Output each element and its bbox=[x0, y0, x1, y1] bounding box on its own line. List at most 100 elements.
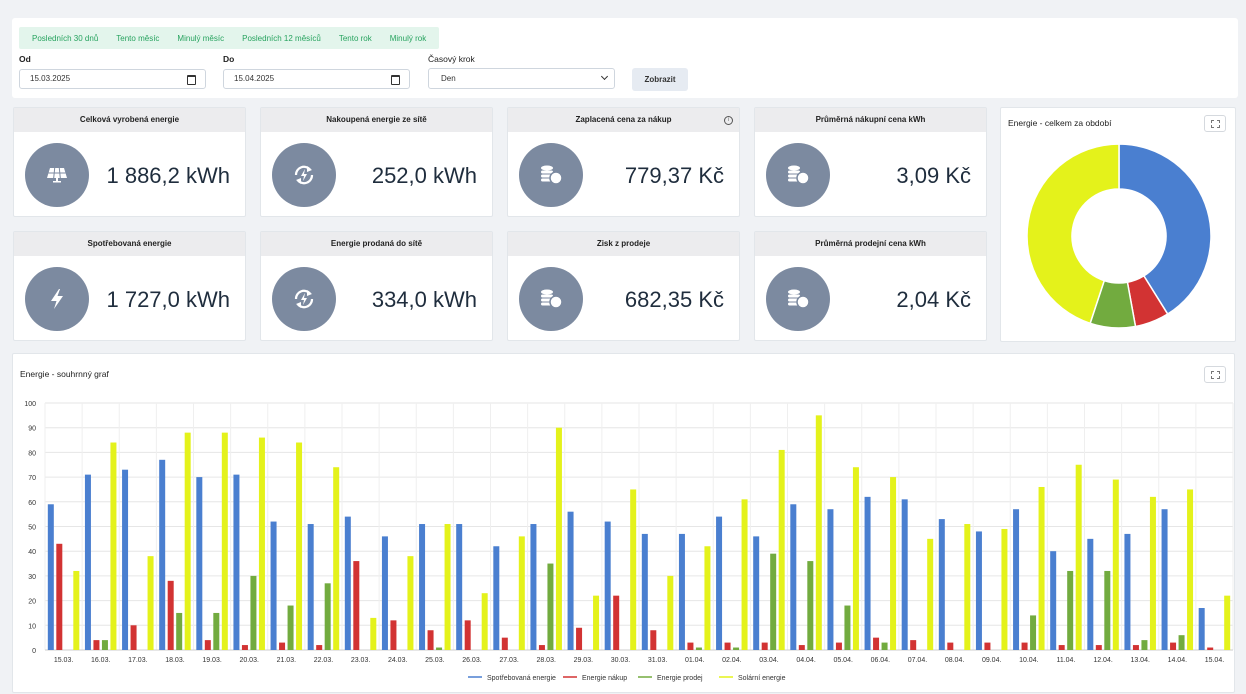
bar-2[interactable] bbox=[1104, 570, 1111, 650]
bar-0[interactable] bbox=[753, 536, 760, 650]
bar-0[interactable] bbox=[233, 474, 240, 650]
bar-2[interactable] bbox=[324, 583, 331, 650]
bar-0[interactable] bbox=[196, 477, 203, 650]
bar-3[interactable] bbox=[258, 437, 265, 650]
bar-3[interactable] bbox=[1001, 528, 1008, 650]
bar-0[interactable] bbox=[790, 504, 797, 650]
bar-0[interactable] bbox=[307, 524, 314, 650]
bar-1[interactable] bbox=[687, 642, 694, 650]
bar-2[interactable] bbox=[733, 647, 740, 650]
bar-3[interactable] bbox=[852, 467, 859, 650]
bar-0[interactable] bbox=[47, 504, 54, 650]
bar-0[interactable] bbox=[530, 524, 537, 650]
expand-button[interactable] bbox=[1204, 366, 1226, 383]
bar-1[interactable] bbox=[538, 645, 545, 650]
bar-2[interactable] bbox=[176, 612, 183, 650]
bar-0[interactable] bbox=[901, 499, 908, 650]
to-date-input[interactable]: 15.04.2025 bbox=[223, 69, 410, 89]
bar-1[interactable] bbox=[761, 642, 768, 650]
bar-0[interactable] bbox=[270, 521, 277, 650]
bar-3[interactable] bbox=[407, 556, 414, 650]
bar-0[interactable] bbox=[641, 533, 648, 650]
bar-0[interactable] bbox=[567, 511, 574, 650]
bar-2[interactable] bbox=[695, 647, 702, 650]
bar-3[interactable] bbox=[927, 538, 934, 650]
bar-2[interactable] bbox=[436, 647, 443, 650]
preset-this-year[interactable]: Tento rok bbox=[338, 33, 372, 43]
bar-3[interactable] bbox=[1187, 489, 1194, 650]
bar-2[interactable] bbox=[807, 561, 814, 650]
bar-3[interactable] bbox=[221, 432, 228, 650]
bar-1[interactable] bbox=[241, 645, 248, 650]
bar-0[interactable] bbox=[678, 533, 685, 650]
bar-0[interactable] bbox=[122, 469, 129, 650]
preset-this-month[interactable]: Tento měsíc bbox=[116, 33, 160, 43]
bar-1[interactable] bbox=[1095, 645, 1102, 650]
bar-0[interactable] bbox=[159, 459, 166, 650]
bar-3[interactable] bbox=[964, 524, 971, 650]
legend-label[interactable]: Energie prodej bbox=[657, 675, 703, 682]
bar-1[interactable] bbox=[279, 642, 286, 650]
bar-3[interactable] bbox=[73, 570, 80, 650]
bar-2[interactable] bbox=[287, 605, 294, 650]
legend-label[interactable]: Solární energie bbox=[738, 675, 786, 682]
preset-last-month[interactable]: Minulý měsíc bbox=[177, 33, 225, 43]
legend-label[interactable]: Spotřebovaná energie bbox=[487, 675, 556, 682]
bar-3[interactable] bbox=[1149, 496, 1156, 650]
bar-2[interactable] bbox=[881, 642, 888, 650]
bar-3[interactable] bbox=[815, 415, 822, 650]
bar-1[interactable] bbox=[390, 620, 397, 650]
bar-0[interactable] bbox=[604, 521, 611, 650]
bar-0[interactable] bbox=[419, 524, 426, 650]
from-date-input[interactable]: 15.03.2025 bbox=[19, 69, 206, 89]
preset-last-year[interactable]: Minulý rok bbox=[389, 33, 427, 43]
bar-1[interactable] bbox=[353, 561, 360, 650]
bar-3[interactable] bbox=[890, 477, 897, 650]
bar-2[interactable] bbox=[250, 575, 257, 650]
bar-1[interactable] bbox=[1021, 642, 1028, 650]
bar-1[interactable] bbox=[576, 627, 583, 650]
calendar-icon[interactable] bbox=[391, 75, 400, 85]
bar-0[interactable] bbox=[1050, 551, 1057, 650]
bar-3[interactable] bbox=[630, 489, 637, 650]
donut-slice[interactable] bbox=[1118, 143, 1212, 316]
bar-1[interactable] bbox=[724, 642, 731, 650]
bar-1[interactable] bbox=[93, 640, 100, 650]
donut-slice[interactable] bbox=[1026, 143, 1120, 325]
bar-3[interactable] bbox=[110, 442, 117, 650]
expand-button[interactable] bbox=[1204, 115, 1226, 132]
bar-2[interactable] bbox=[1178, 635, 1185, 650]
bar-1[interactable] bbox=[1170, 642, 1177, 650]
bar-1[interactable] bbox=[501, 637, 508, 650]
bar-3[interactable] bbox=[704, 546, 711, 650]
bar-2[interactable] bbox=[770, 553, 777, 650]
time-step-select[interactable]: Den bbox=[428, 68, 615, 89]
bar-3[interactable] bbox=[296, 442, 303, 650]
bar-1[interactable] bbox=[798, 645, 805, 650]
preset-last-12-months[interactable]: Posledních 12 měsíců bbox=[242, 33, 321, 43]
bar-1[interactable] bbox=[947, 642, 954, 650]
bar-1[interactable] bbox=[1207, 647, 1214, 650]
bar-1[interactable] bbox=[1132, 645, 1139, 650]
calendar-icon[interactable] bbox=[187, 75, 196, 85]
bar-1[interactable] bbox=[427, 630, 434, 650]
bar-3[interactable] bbox=[147, 556, 154, 650]
bar-0[interactable] bbox=[1124, 533, 1131, 650]
bar-1[interactable] bbox=[613, 595, 620, 650]
bar-0[interactable] bbox=[1087, 538, 1094, 650]
bar-3[interactable] bbox=[778, 449, 785, 650]
legend-label[interactable]: Energie nákup bbox=[582, 675, 627, 682]
bar-1[interactable] bbox=[56, 543, 63, 650]
bar-0[interactable] bbox=[1161, 509, 1168, 650]
show-button[interactable]: Zobrazit bbox=[632, 68, 688, 91]
bar-3[interactable] bbox=[481, 593, 488, 650]
bar-3[interactable] bbox=[1112, 479, 1119, 650]
bar-3[interactable] bbox=[1075, 464, 1082, 650]
bar-0[interactable] bbox=[975, 531, 982, 650]
bar-1[interactable] bbox=[910, 640, 917, 650]
bar-0[interactable] bbox=[344, 516, 351, 650]
bar-3[interactable] bbox=[667, 575, 674, 650]
bar-0[interactable] bbox=[1198, 608, 1205, 650]
bar-1[interactable] bbox=[873, 637, 880, 650]
bar-1[interactable] bbox=[835, 642, 842, 650]
